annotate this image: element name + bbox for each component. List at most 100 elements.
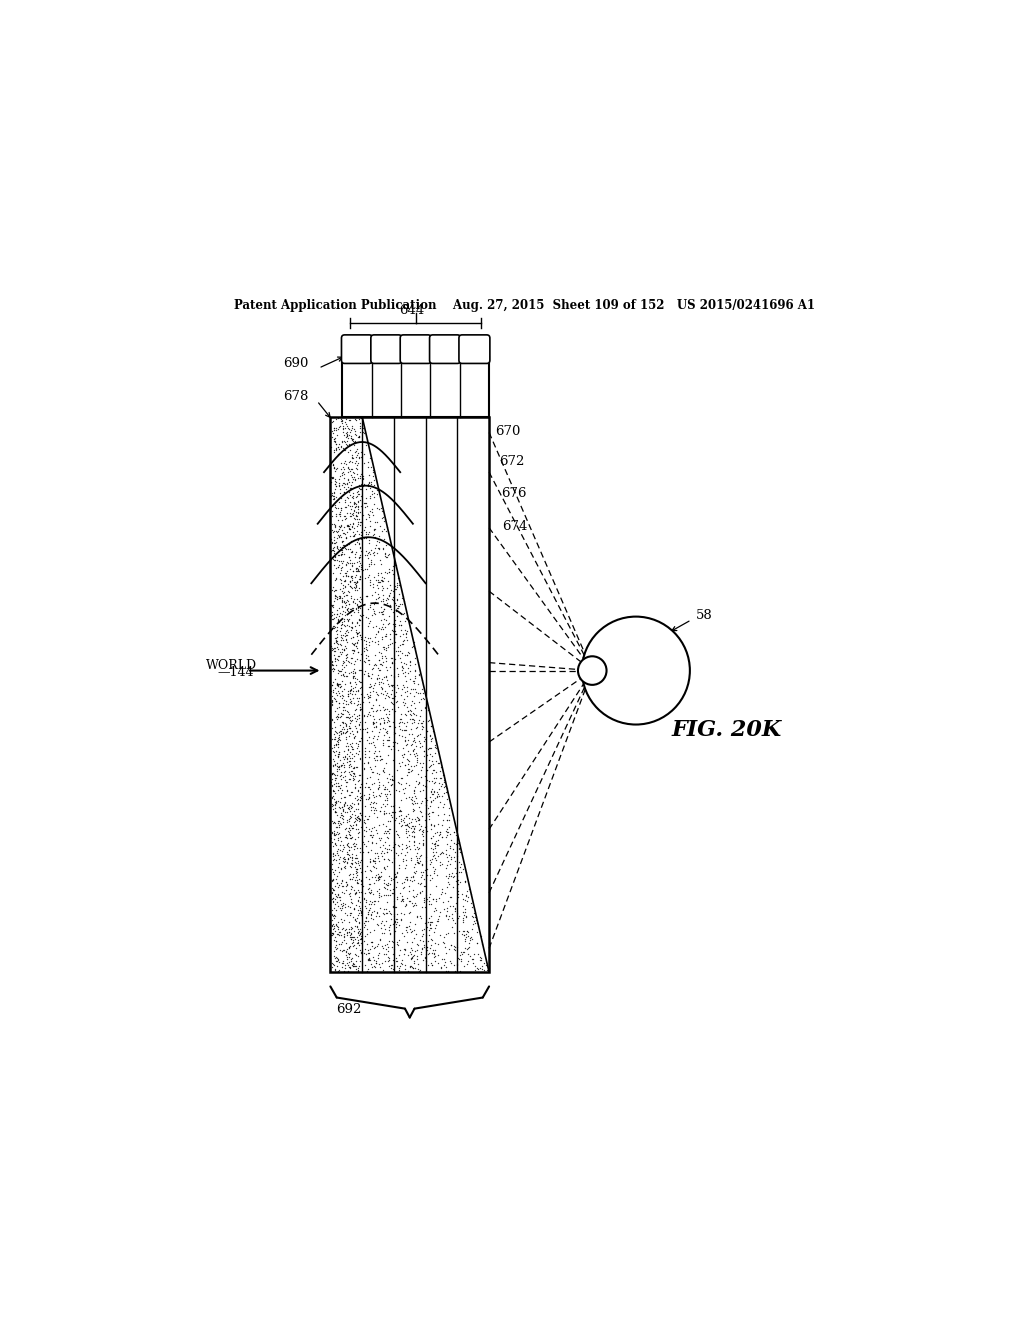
- Point: [427, 735, 443, 756]
- Point: [337, 506, 353, 527]
- Point: [358, 636, 375, 657]
- Point: [423, 952, 439, 973]
- Point: [372, 801, 388, 822]
- Point: [386, 723, 402, 744]
- Point: [395, 939, 412, 960]
- Point: [356, 931, 373, 952]
- Point: [409, 861, 425, 882]
- Point: [361, 487, 378, 508]
- Point: [330, 780, 346, 801]
- Point: [349, 623, 366, 644]
- Point: [326, 812, 342, 833]
- Point: [327, 719, 343, 741]
- Point: [330, 539, 346, 560]
- Point: [336, 741, 352, 762]
- Point: [421, 787, 437, 808]
- Point: [355, 841, 372, 862]
- Point: [434, 948, 451, 969]
- Point: [350, 715, 367, 737]
- Point: [361, 692, 378, 713]
- Point: [400, 830, 417, 851]
- Point: [441, 853, 458, 874]
- Point: [415, 717, 431, 738]
- Point: [340, 942, 356, 964]
- Point: [461, 878, 477, 899]
- Point: [386, 939, 402, 960]
- Point: [326, 849, 342, 870]
- Point: [372, 837, 388, 858]
- Point: [347, 577, 364, 598]
- Point: [468, 909, 484, 931]
- Point: [345, 953, 361, 974]
- Point: [381, 730, 397, 751]
- Point: [421, 808, 437, 829]
- Point: [446, 954, 463, 975]
- Point: [371, 649, 387, 671]
- Point: [342, 956, 358, 977]
- Point: [338, 564, 354, 585]
- Point: [428, 738, 444, 759]
- Point: [432, 821, 449, 842]
- Point: [324, 655, 340, 676]
- Point: [336, 925, 352, 946]
- Point: [327, 648, 343, 669]
- Point: [384, 735, 400, 756]
- Point: [325, 494, 341, 515]
- Point: [397, 857, 414, 878]
- Point: [329, 636, 345, 657]
- Point: [438, 809, 455, 830]
- Point: [461, 936, 477, 957]
- Point: [378, 590, 394, 611]
- Point: [469, 921, 485, 942]
- Point: [410, 774, 426, 795]
- Point: [466, 903, 482, 924]
- Point: [369, 684, 385, 705]
- Point: [419, 865, 435, 886]
- Point: [361, 612, 378, 634]
- Point: [381, 920, 397, 941]
- Point: [327, 755, 343, 776]
- Point: [338, 433, 354, 454]
- Point: [333, 858, 349, 879]
- Point: [394, 634, 411, 655]
- Point: [370, 684, 386, 705]
- Point: [359, 543, 376, 564]
- Point: [371, 883, 387, 904]
- Point: [348, 458, 365, 479]
- Point: [342, 896, 358, 917]
- Point: [341, 418, 357, 440]
- Point: [358, 544, 375, 565]
- Point: [408, 647, 424, 668]
- Point: [347, 829, 364, 850]
- Point: [343, 598, 359, 619]
- Point: [368, 850, 384, 871]
- Point: [334, 796, 350, 817]
- Point: [400, 754, 417, 775]
- Point: [339, 801, 355, 822]
- Point: [447, 842, 464, 863]
- Point: [406, 779, 422, 800]
- Point: [381, 586, 397, 607]
- Point: [366, 857, 382, 878]
- Point: [403, 931, 420, 952]
- Point: [340, 539, 356, 560]
- Point: [351, 785, 368, 807]
- Point: [376, 758, 392, 779]
- Point: [384, 766, 400, 787]
- Point: [407, 940, 423, 961]
- Point: [434, 826, 451, 847]
- Point: [366, 486, 382, 507]
- Point: [340, 896, 356, 917]
- Point: [413, 767, 429, 788]
- Point: [328, 520, 344, 541]
- Point: [357, 738, 374, 759]
- Point: [362, 697, 379, 718]
- Point: [327, 883, 343, 904]
- Point: [328, 958, 344, 979]
- Point: [399, 685, 416, 706]
- Point: [344, 927, 360, 948]
- Point: [376, 923, 392, 944]
- Point: [389, 871, 406, 892]
- Point: [389, 834, 406, 855]
- Point: [344, 849, 360, 870]
